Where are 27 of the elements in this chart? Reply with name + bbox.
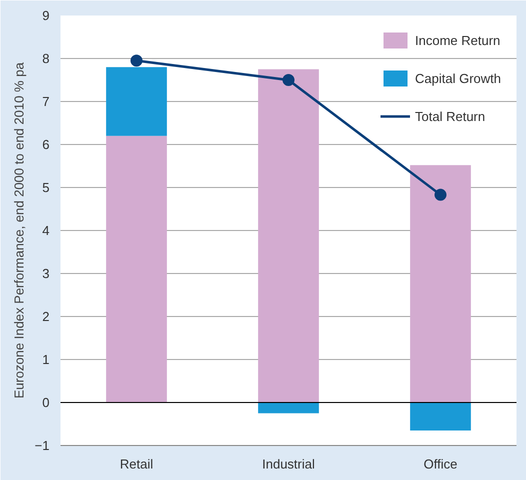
x-tick-label: Industrial [262, 456, 315, 472]
y-tick-label: 2 [42, 309, 50, 324]
y-tick-label: 6 [42, 137, 50, 152]
y-tick-label: 0 [42, 395, 50, 410]
y-tick-label: 3 [42, 266, 50, 281]
bar [106, 67, 167, 136]
legend-label: Capital Growth [415, 70, 501, 86]
bar [258, 69, 319, 402]
y-tick-label: −1 [34, 438, 50, 453]
y-tick-label: 8 [42, 51, 50, 66]
y-tick-label: 9 [42, 8, 50, 23]
bar [258, 402, 319, 414]
y-axis-title: Eurozone Index Performance, end 2000 to end 2010 % pa [12, 62, 27, 399]
x-tick-label: Retail [120, 456, 154, 472]
y-tick-label: 4 [42, 223, 50, 238]
point [130, 54, 142, 67]
y-tick-label: 5 [42, 180, 50, 195]
bar [410, 402, 471, 430]
bar [106, 136, 167, 402]
legend-label: Income Return [415, 32, 500, 48]
x-tick-label: Office [424, 456, 458, 472]
bar [410, 165, 471, 402]
point [434, 188, 446, 201]
y-tick-label: 1 [42, 352, 50, 367]
y-tick-label: 7 [42, 94, 50, 109]
legend-label: Total Return [415, 108, 486, 124]
point [282, 74, 294, 86]
